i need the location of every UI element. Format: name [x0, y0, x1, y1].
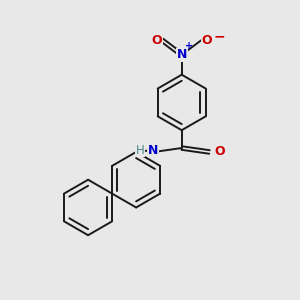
Text: N: N: [148, 143, 158, 157]
Text: −: −: [214, 29, 225, 43]
Text: N: N: [176, 48, 187, 62]
Text: +: +: [185, 41, 193, 51]
Text: O: O: [152, 34, 162, 46]
Text: H: H: [136, 143, 145, 157]
Text: O: O: [214, 146, 225, 158]
Text: O: O: [201, 34, 212, 46]
